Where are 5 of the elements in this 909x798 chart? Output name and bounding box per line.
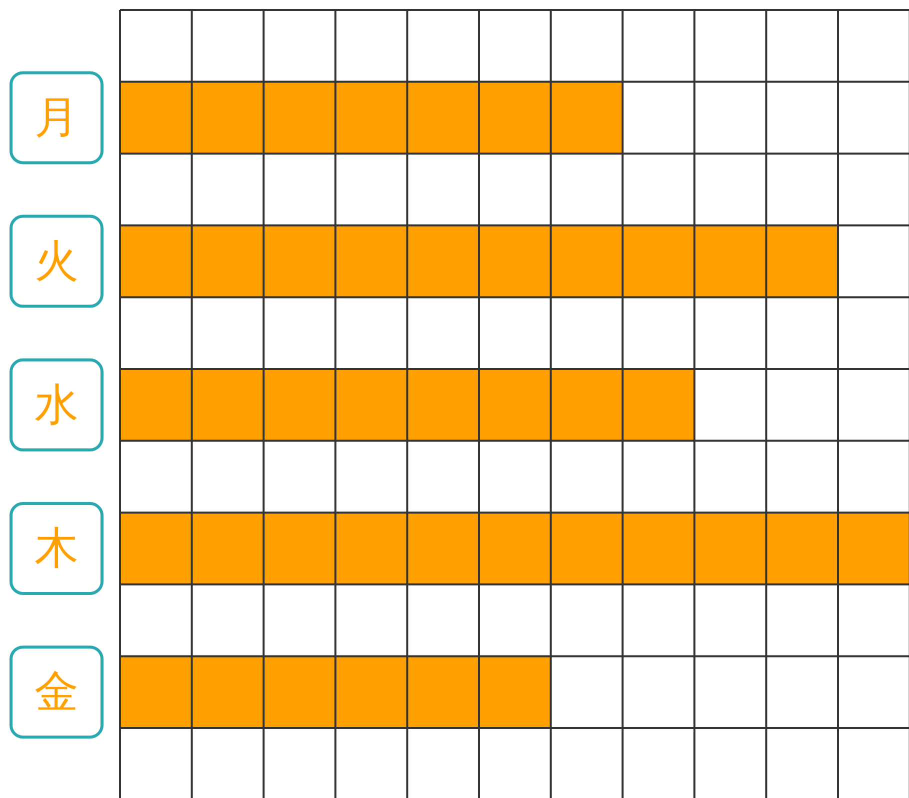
y-tick-label: 金 <box>34 666 78 718</box>
y-tick-label: 火 <box>34 236 78 287</box>
y-tick-label: 月 <box>34 92 78 144</box>
y-tick-label: 水 <box>34 379 78 430</box>
y-tick-label: 木 <box>34 523 78 574</box>
